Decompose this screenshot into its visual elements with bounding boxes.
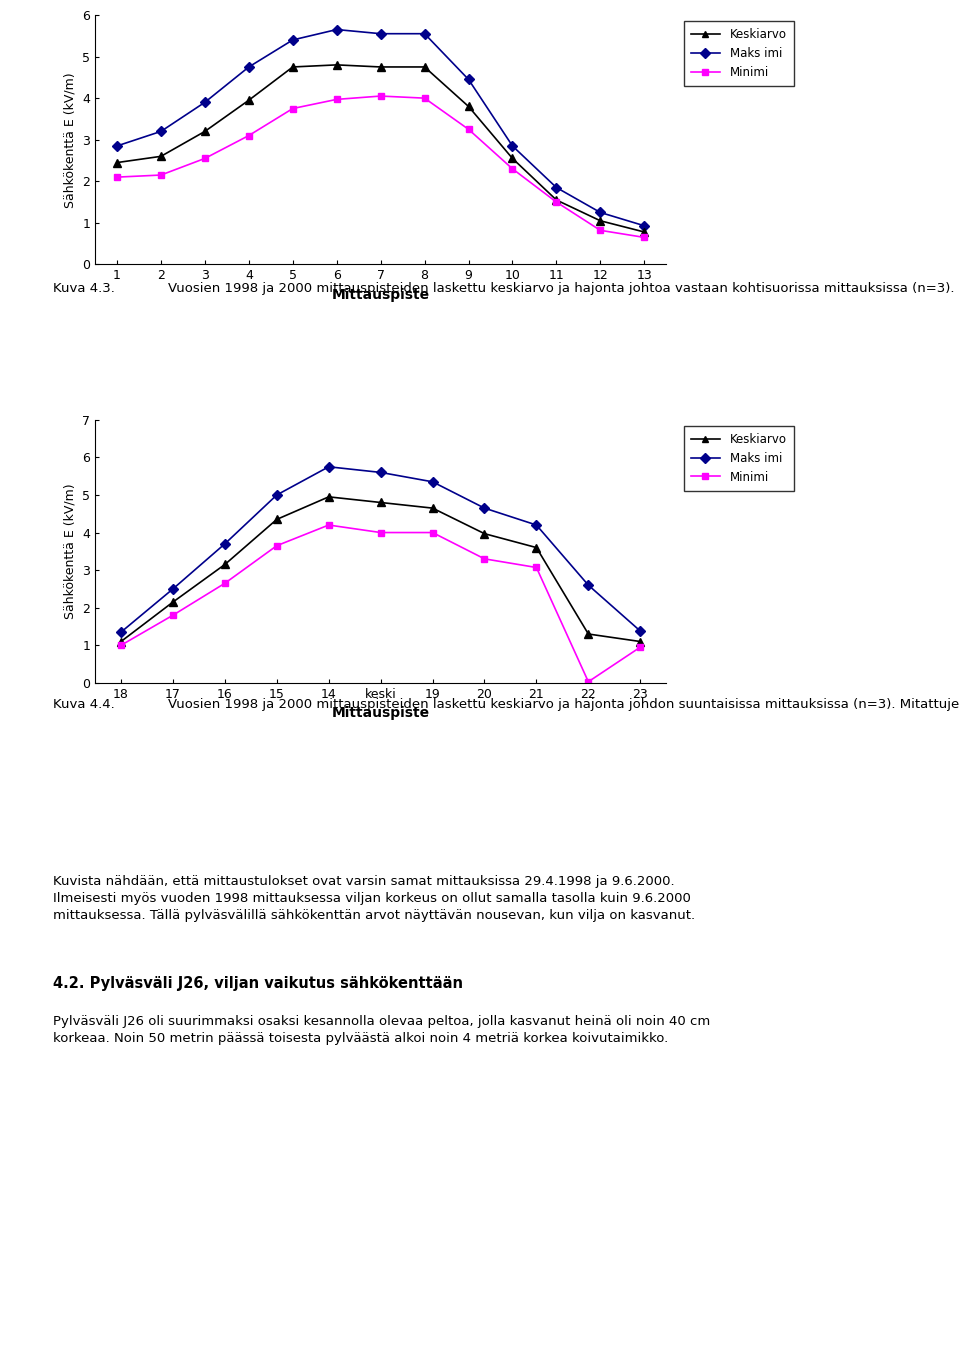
Text: Vuosien 1998 ja 2000 mittauspisteiden laskettu keskiarvo ja hajonta johtoa vasta: Vuosien 1998 ja 2000 mittauspisteiden la… — [168, 282, 960, 296]
Text: Kuva 4.3.: Kuva 4.3. — [53, 282, 114, 296]
X-axis label: Mittauspiste: Mittauspiste — [331, 288, 430, 301]
Text: Pylväsväli J26 oli suurimmaksi osaksi kesannolla olevaa peltoa, jolla kasvanut h: Pylväsväli J26 oli suurimmaksi osaksi ke… — [53, 1015, 710, 1045]
Text: Vuosien 1998 ja 2000 mittauspisteiden laskettu keskiarvo ja hajonta johdon suunt: Vuosien 1998 ja 2000 mittauspisteiden la… — [168, 698, 960, 711]
Text: Kuvista nähdään, että mittaustulokset ovat varsin samat mittauksissa 29.4.1998 j: Kuvista nähdään, että mittaustulokset ov… — [53, 875, 695, 921]
Legend: Keskiarvo, Maks imi, Minimi: Keskiarvo, Maks imi, Minimi — [684, 20, 794, 86]
Y-axis label: Sähkökenttä E (kV/m): Sähkökenttä E (kV/m) — [63, 72, 77, 207]
Text: Kuva 4.4.: Kuva 4.4. — [53, 698, 114, 711]
Y-axis label: Sähkökenttä E (kV/m): Sähkökenttä E (kV/m) — [63, 484, 77, 619]
Legend: Keskiarvo, Maks imi, Minimi: Keskiarvo, Maks imi, Minimi — [684, 425, 794, 491]
Text: 4.2. Pylväsväli J26, viljan vaikutus sähkökenttään: 4.2. Pylväsväli J26, viljan vaikutus säh… — [53, 976, 463, 991]
X-axis label: Mittauspiste: Mittauspiste — [331, 706, 430, 720]
